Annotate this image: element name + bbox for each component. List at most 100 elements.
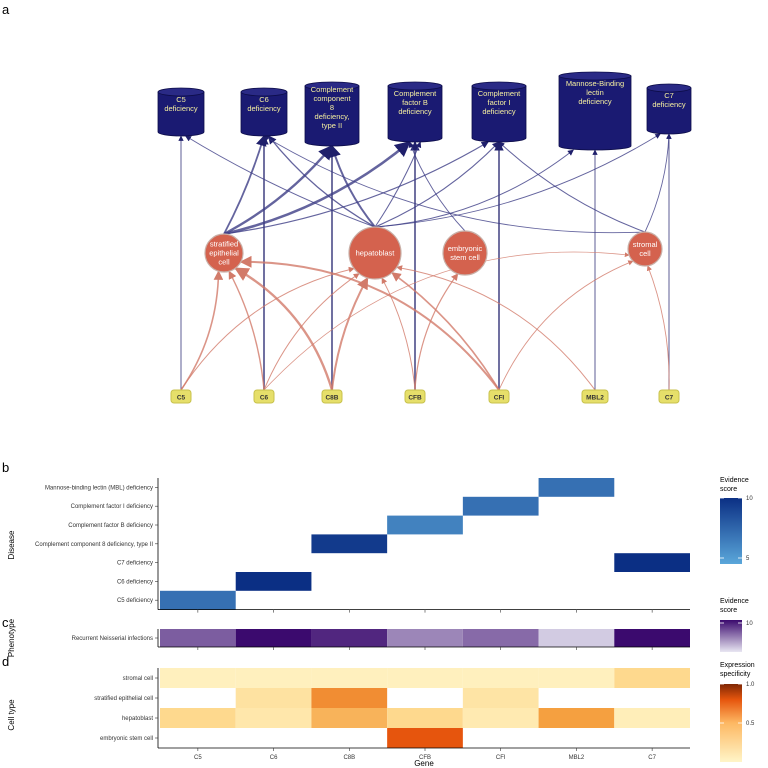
heatmap-row-label: C5 deficiency — [117, 598, 153, 604]
edge-gene-cell — [498, 260, 634, 391]
gene-node-MBL2: MBL2 — [581, 389, 609, 404]
celltype-axis-title: Cell type — [7, 699, 16, 731]
panel-letter-c: c — [2, 615, 9, 630]
legend-tick-label: 10 — [746, 496, 753, 502]
edge-gene-cell — [180, 266, 355, 391]
gene-node-C7: C7 — [658, 389, 680, 404]
gene-tick-label: CFI — [496, 755, 506, 761]
disease-node-label: type II — [322, 121, 342, 130]
disease-heatmap-cell — [614, 553, 690, 572]
edge-cell-disease — [498, 141, 646, 233]
phenotype-heatmap-cell — [160, 629, 236, 647]
gene-node-C6: C6 — [253, 389, 275, 404]
legend-1: Evidence score 10 — [720, 598, 753, 652]
disease-heatmap-cell — [538, 478, 615, 497]
disease-heatmap-cell — [462, 496, 539, 516]
disease-node-label: component — [313, 94, 351, 103]
edge-gene-cell — [331, 276, 369, 391]
phenotype-heatmap: Recurrent Neisserial infections — [72, 629, 690, 650]
disease-node-label: C6 — [259, 95, 269, 104]
edge-cell-disease — [329, 144, 376, 228]
disease-heatmap-cell — [160, 590, 236, 610]
disease-node-label: factor B — [402, 98, 428, 107]
heatmap-row-label: hepatoblast — [122, 716, 153, 722]
gene-node-CFI: CFI — [488, 389, 510, 404]
panel-letter-b: b — [2, 460, 9, 475]
legend-colorbar — [720, 498, 742, 564]
phenotype-heatmap-cell — [538, 629, 615, 647]
gene-node-label: C5 — [177, 395, 186, 402]
legend-tick-label: 5 — [746, 556, 750, 562]
gene-node-label: C6 — [260, 395, 269, 402]
edge-gene-cell — [381, 277, 416, 391]
heatmap-legends: Evidence score 10 5 Evidence score 10 Expressio… — [720, 477, 755, 762]
phenotype-heatmap-cell — [235, 629, 312, 647]
celltype-heatmap-cell — [160, 708, 236, 728]
heatmap-row-label: stratified epithelial cell — [94, 696, 153, 702]
disease-heatmap: Mannose-binding lectin (MBL) deficiency C… — [35, 478, 690, 613]
phenotype-axis-title: Phenotype — [7, 618, 16, 657]
cell-node-label: stem cell — [450, 253, 480, 262]
gene-node-label: CFB — [408, 395, 422, 402]
celltype-heatmap-cell — [462, 688, 539, 708]
phenotype-heatmap-cell — [387, 629, 463, 647]
celltype-heatmap-cell — [311, 708, 388, 728]
edge-gene-cell — [180, 270, 224, 391]
legend-title: Evidence — [720, 598, 749, 605]
disease-node-label: C5 — [176, 95, 186, 104]
edge-gene-cell — [239, 255, 500, 391]
disease-node-label: Mannose-Binding — [566, 79, 624, 88]
disease-node-label: Complement — [478, 89, 521, 98]
disease-node-label: deficiency — [247, 104, 281, 113]
heatmap-row-label: Recurrent Neisserial infections — [72, 636, 153, 642]
celltype-heatmap-cell — [387, 708, 463, 728]
panel-letter-d: d — [2, 654, 9, 669]
celltype-heatmap-cell — [462, 668, 539, 688]
phenotype-heatmap-cell — [462, 629, 539, 647]
gene-node-label: C8B — [325, 395, 338, 402]
disease-node-label: Complement — [394, 89, 437, 98]
edge-cell-disease — [223, 144, 333, 236]
disease-node-label: deficiency — [398, 107, 432, 116]
legend-tick-label: 0.5 — [746, 721, 755, 727]
edge-cell-disease — [223, 134, 267, 235]
disease-node-label: deficiency — [652, 100, 686, 109]
heatmap-row-label: C7 deficiency — [117, 561, 153, 567]
gene-node-C5: C5 — [170, 389, 192, 404]
gene-node-label: MBL2 — [586, 395, 604, 402]
celltype-heatmap-cell — [538, 708, 615, 728]
gene-node-CFB: CFB — [404, 389, 426, 404]
celltype-heatmap-cell — [387, 728, 463, 748]
edge-gene-cell — [234, 267, 334, 391]
edge-cell-disease — [263, 135, 646, 234]
heatmap-row-label: stromal cell — [123, 676, 153, 682]
disease-node-label: C7 — [664, 91, 674, 100]
edge-cell-disease — [268, 135, 376, 228]
edge-gene-cell — [263, 251, 630, 391]
edge-cell-disease — [223, 141, 411, 236]
gene-tick-label: C6 — [270, 755, 278, 761]
disease-node-label: Complement — [311, 85, 354, 94]
gene-axis-title: Gene — [414, 759, 434, 768]
disease-node-label: deficiency, — [315, 112, 350, 121]
celltype-heatmap-cell — [160, 668, 236, 688]
legend-2: Expression specificity 1.0 0.5 — [720, 662, 755, 762]
disease-node-label: deficiency — [578, 97, 612, 106]
celltype-heatmap-cell — [387, 668, 463, 688]
cell-node-label: cell — [639, 249, 651, 258]
legend-title: score — [720, 486, 737, 493]
network-edges — [178, 133, 672, 391]
gene-tick-label: C8B — [343, 755, 355, 761]
heatmap-row-label: C6 deficiency — [117, 579, 153, 585]
legend-colorbar — [720, 620, 742, 652]
gene-tick-label: MBL2 — [569, 755, 585, 761]
edge-gene-cell — [391, 272, 500, 391]
